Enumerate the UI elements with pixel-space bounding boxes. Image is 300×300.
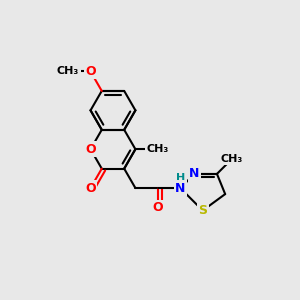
Text: CH₃: CH₃ (147, 144, 169, 154)
Text: O: O (152, 201, 163, 214)
Text: N: N (175, 182, 185, 195)
Text: O: O (85, 143, 96, 156)
Text: S: S (198, 204, 207, 217)
Text: O: O (85, 182, 96, 195)
Text: H: H (176, 172, 185, 183)
Text: CH₃: CH₃ (221, 154, 243, 164)
Text: CH₃: CH₃ (57, 67, 79, 76)
Text: N: N (189, 167, 200, 180)
Text: O: O (85, 65, 96, 78)
